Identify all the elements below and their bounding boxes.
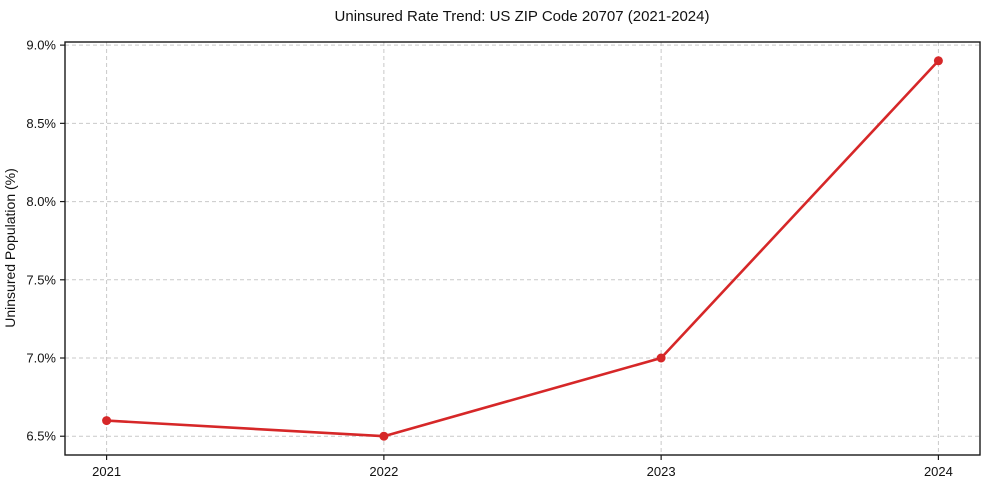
x-tick-label: 2023: [647, 464, 676, 479]
plot-border: [64, 41, 981, 456]
x-tick-label: 2024: [924, 464, 953, 479]
data-series: [102, 56, 943, 441]
gridlines: [65, 42, 980, 455]
tick-labels: 6.5% 7.0% 7.5% 8.0% 8.5% 9.0% 2021 2022 2023 2024: [26, 38, 953, 479]
y-tick-label: 7.5%: [26, 272, 56, 287]
data-point-2022: [379, 431, 389, 441]
y-axis-label: Uninsured Population (%): [2, 168, 18, 328]
y-tick-label: 9.0%: [26, 38, 56, 53]
y-tick-label: 8.5%: [26, 116, 56, 131]
data-point-2021: [102, 416, 112, 426]
y-tick-label: 7.0%: [26, 351, 56, 366]
axis-ticks: [60, 44, 940, 460]
x-tick-label: 2021: [92, 464, 121, 479]
y-tick-label: 8.0%: [26, 194, 56, 209]
x-tick-label: 2022: [369, 464, 398, 479]
y-tick-label: 6.5%: [26, 429, 56, 444]
trend-line: [105, 59, 940, 438]
data-point-2023: [656, 353, 666, 363]
data-point-2024: [933, 56, 943, 66]
chart-title: Uninsured Rate Trend: US ZIP Code 20707 …: [335, 8, 710, 25]
